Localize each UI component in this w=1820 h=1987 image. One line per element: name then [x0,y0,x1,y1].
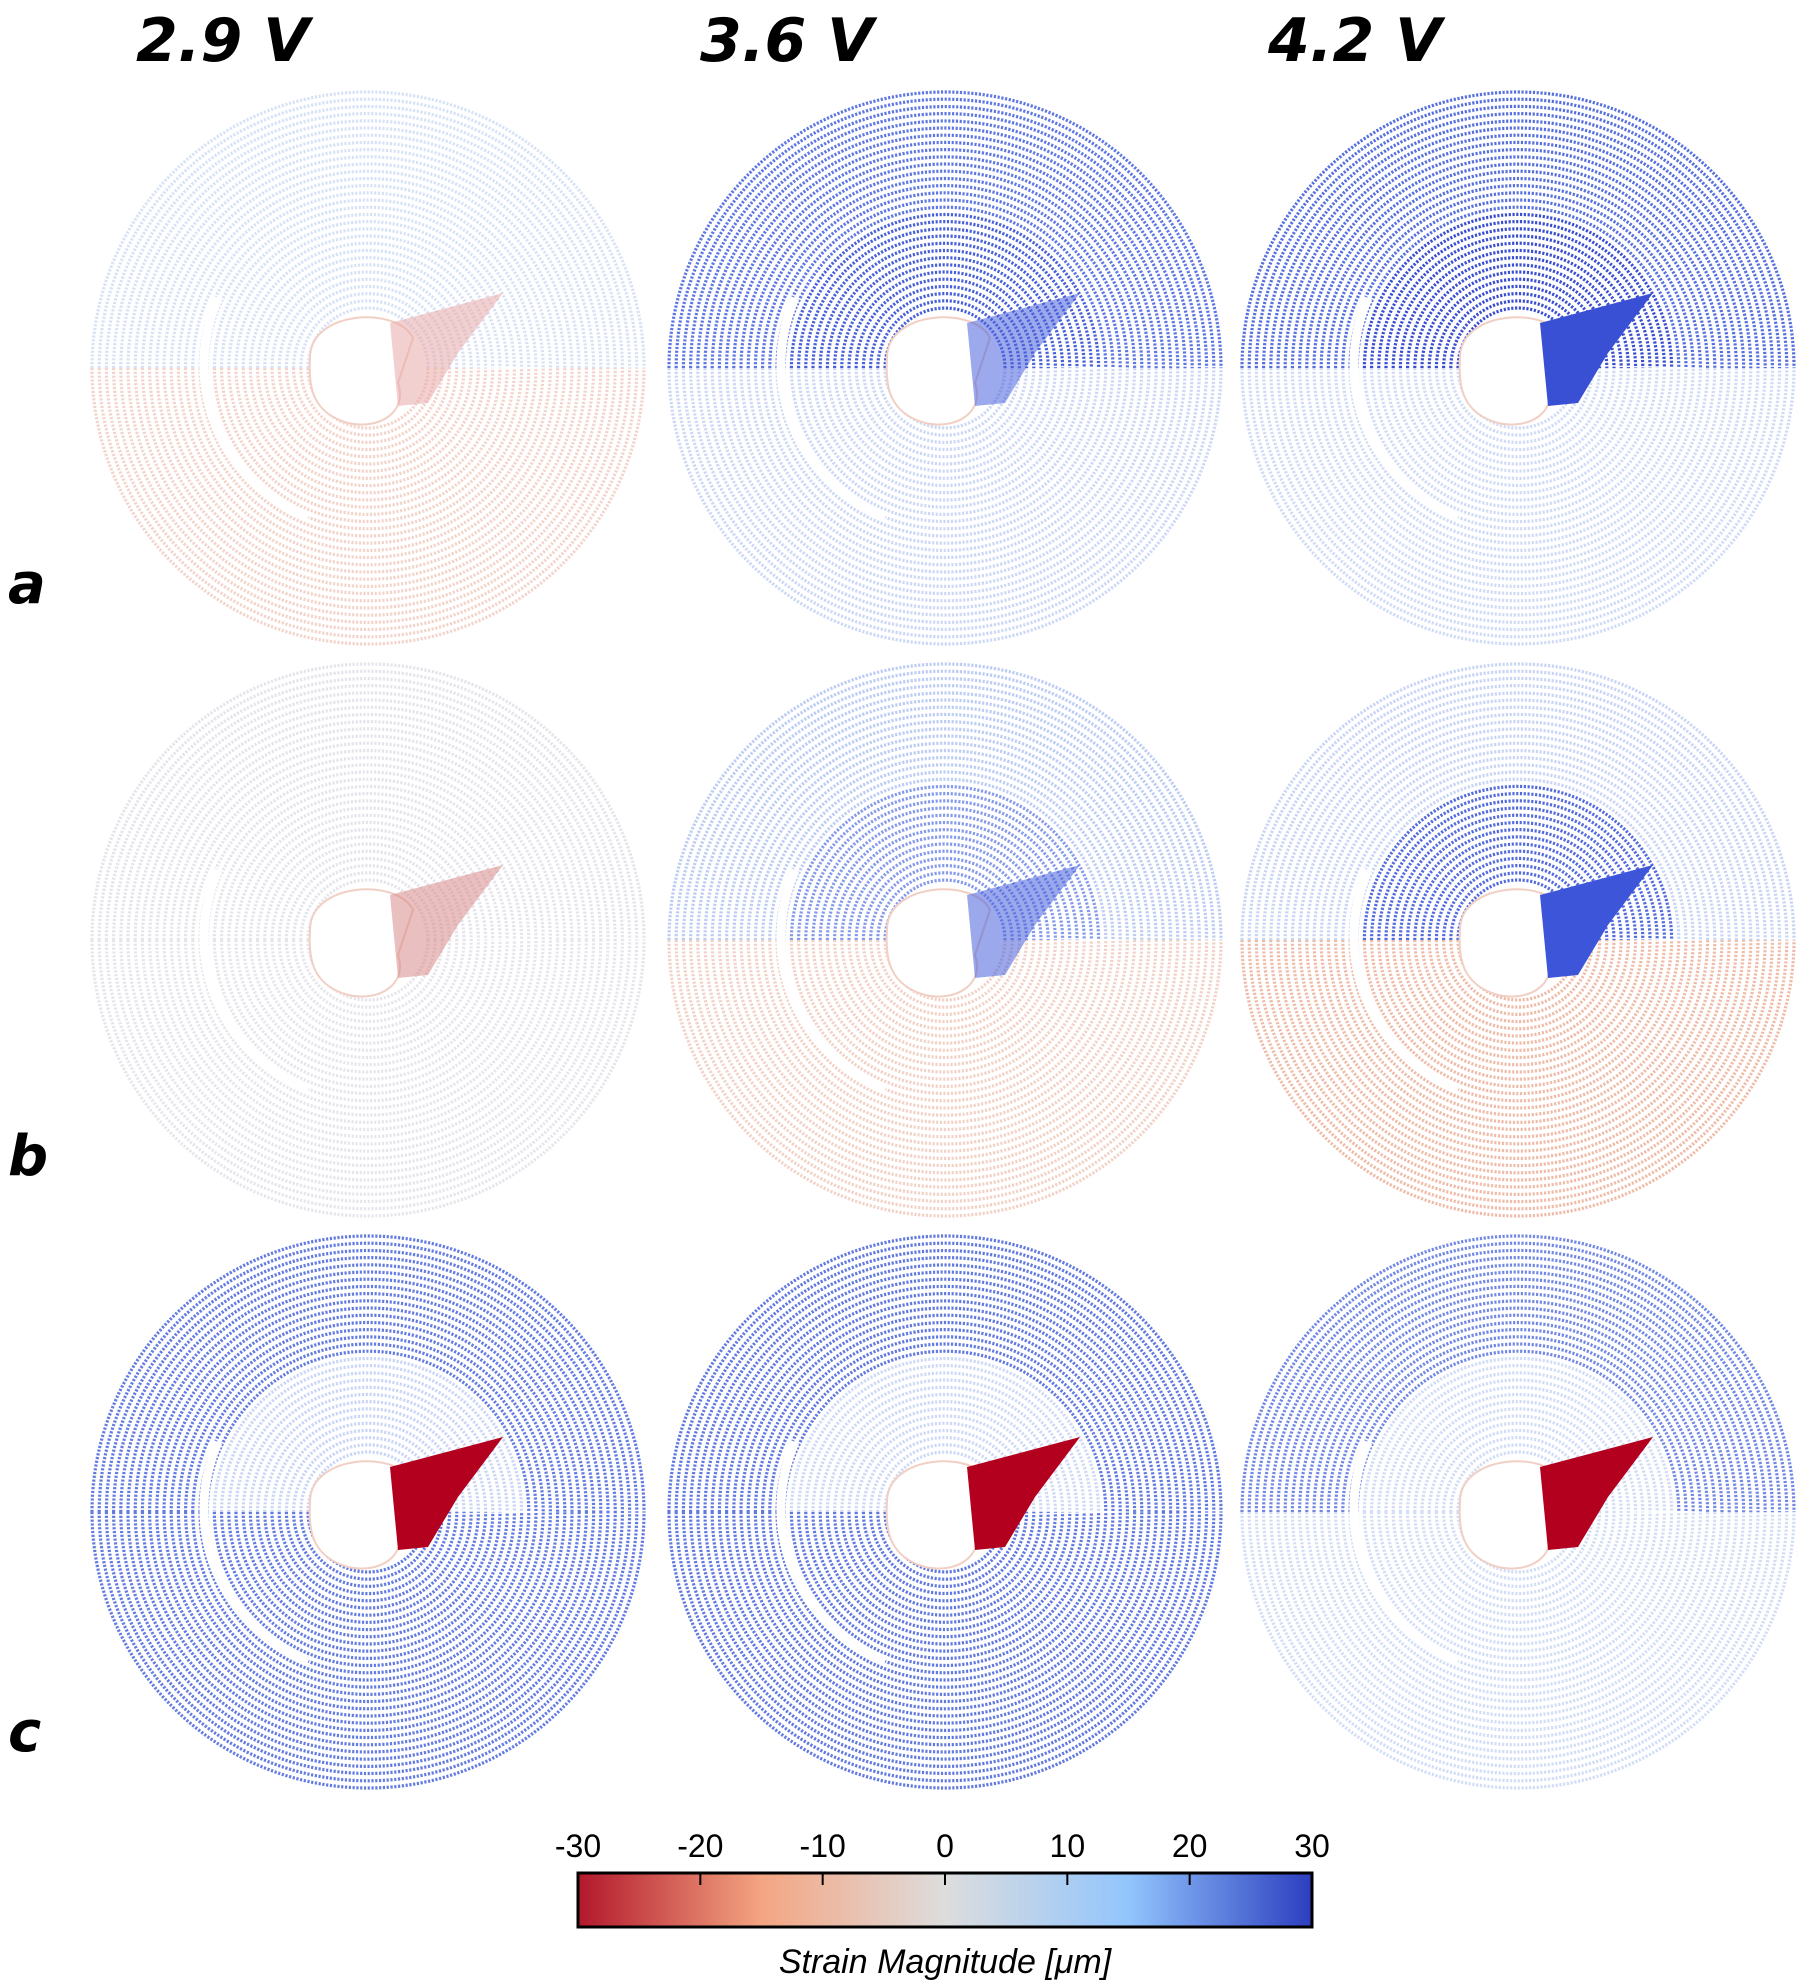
damage-wedge [1540,293,1653,406]
panel-row0-col1 [667,90,1223,646]
panel-row1-col2 [1240,662,1796,1218]
panel-row1-col0 [90,662,646,1218]
column-title-3-6v: 3.6 V [700,6,874,76]
panel-row0-col0 [90,90,646,646]
colorbar: -30 -20 -10 0 10 20 30 Strain Magnitude [μm] [555,1828,1330,1981]
damage-wedge [1540,865,1653,978]
row-label-a: a [8,552,46,617]
damage-wedge [967,293,1080,406]
colorbar-tick-label: -30 [555,1828,601,1864]
panel-row0-col2 [1240,90,1796,646]
colorbar-tick-label: -10 [800,1828,846,1864]
panel-row2-col2 [1240,1234,1796,1790]
panel-row2-col0 [90,1234,646,1790]
damage-wedge [390,1437,503,1550]
colorbar-tick-label: 30 [1294,1828,1330,1864]
row-label-b: b [8,1124,49,1189]
panel-row1-col1 [667,662,1223,1218]
colorbar-tick-label: 20 [1172,1828,1208,1864]
colorbar-ticks: -30 -20 -10 0 10 20 30 [555,1828,1330,1885]
colorbar-tick-label: -20 [677,1828,723,1864]
damage-wedge [967,1437,1080,1550]
colorbar-tick-label: 10 [1050,1828,1086,1864]
colorbar-tick-label: 0 [936,1828,954,1864]
column-title-2-9v: 2.9 V [136,6,310,76]
panel-row2-col1 [667,1234,1223,1790]
damage-wedge [1540,1437,1653,1550]
row-label-c: c [8,1700,42,1765]
colorbar-title: Strain Magnitude [μm] [779,1943,1113,1981]
column-title-4-2v: 4.2 V [1268,6,1442,76]
damage-wedge [967,865,1080,978]
damage-wedge [390,865,503,978]
damage-wedge [390,293,503,406]
strain-panels [90,90,1796,1790]
